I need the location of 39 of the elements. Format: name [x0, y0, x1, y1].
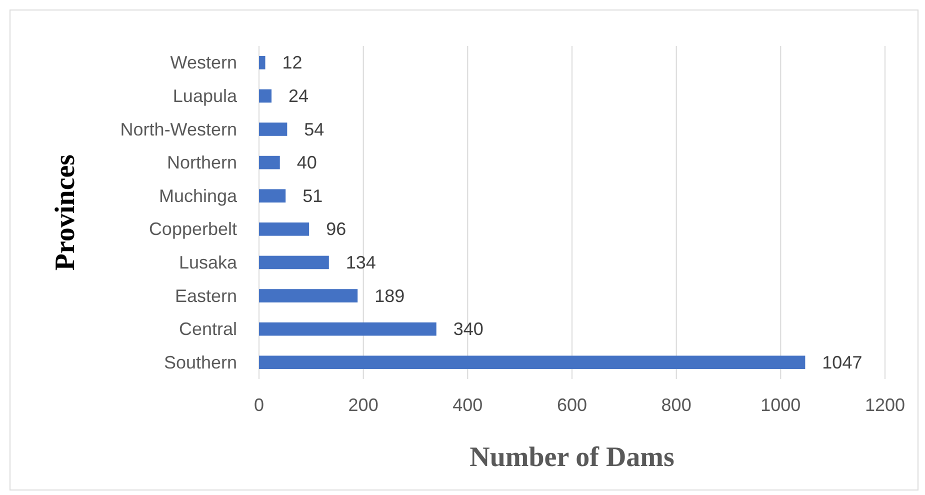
bar: [259, 289, 358, 302]
x-tick-label: 400: [452, 395, 483, 415]
y-tick-label: Lusaka: [178, 252, 238, 272]
y-tick-label: Copperbelt: [148, 219, 237, 240]
bar: [259, 56, 266, 70]
bar: [259, 322, 436, 336]
y-tick-label: North-Western: [120, 119, 237, 140]
data-label: 54: [304, 119, 324, 140]
y-tick-label: Southern: [164, 352, 237, 372]
data-label: 24: [288, 86, 309, 106]
x-tick-label: 200: [348, 395, 378, 415]
x-tick-label: 800: [661, 395, 692, 415]
y-tick-label: Muchinga: [158, 186, 238, 206]
y-tick-label: Luapula: [172, 86, 238, 106]
bar: [259, 222, 310, 236]
x-tick-label: 1000: [760, 395, 801, 415]
y-tick-label: Eastern: [174, 286, 237, 306]
x-tick-label: 1200: [864, 395, 906, 415]
y-tick-label: Northern: [166, 152, 237, 173]
data-label: 340: [453, 319, 484, 340]
data-label: 12: [282, 52, 302, 73]
y-tick-label: Central: [178, 319, 237, 340]
x-tick-label: 0: [254, 395, 264, 415]
x-axis-title: Number of Dams: [470, 442, 674, 473]
bar: [259, 256, 329, 270]
data-label: 40: [296, 152, 317, 173]
bar: [259, 189, 286, 203]
y-axis-title: Provinces: [50, 154, 81, 271]
bar: [259, 356, 806, 370]
data-label: 134: [346, 252, 376, 272]
data-label: 51: [302, 186, 323, 206]
data-label: 96: [326, 219, 346, 240]
bar: [259, 89, 272, 103]
x-tick-label: 600: [556, 395, 588, 415]
data-label: 1047: [822, 352, 862, 372]
data-label: 189: [374, 286, 405, 306]
bar: [259, 156, 280, 170]
bar: [259, 122, 288, 136]
y-tick-label: Western: [170, 52, 237, 73]
